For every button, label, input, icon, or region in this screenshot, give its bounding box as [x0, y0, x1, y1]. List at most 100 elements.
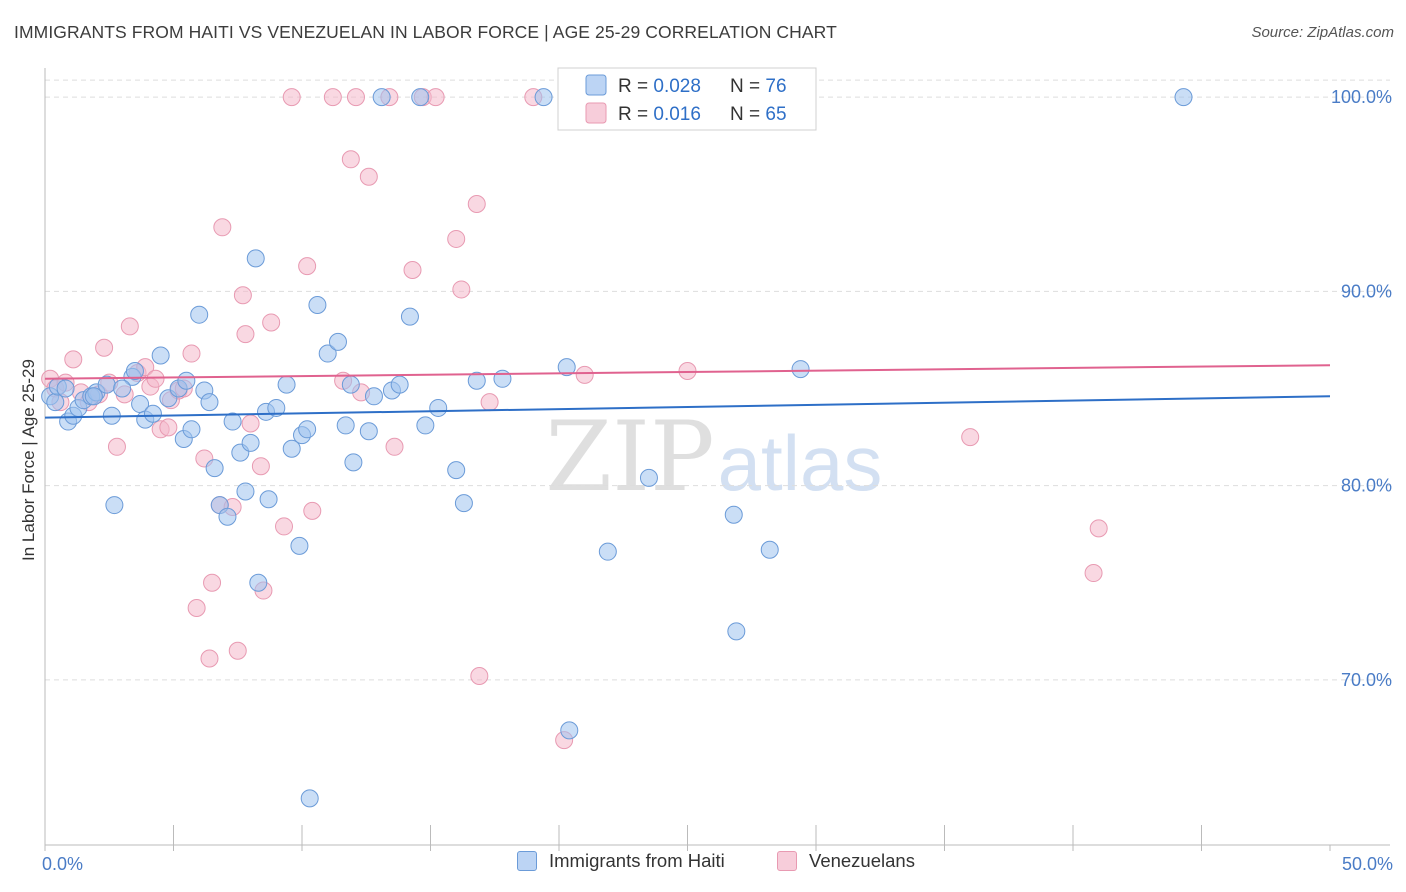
- haiti-trend-line: [44, 395, 1331, 419]
- venezuelans-swatch: [777, 851, 797, 871]
- legend-swatch-haiti: [585, 74, 607, 96]
- haiti-point: [598, 542, 617, 561]
- venezuelans-point: [359, 167, 378, 186]
- venezuelans-point: [447, 229, 466, 248]
- haiti-point: [182, 420, 201, 439]
- venezuelans-point: [159, 418, 178, 437]
- haiti-point: [364, 387, 383, 406]
- haiti-point: [308, 295, 327, 314]
- venezuelans-point: [1089, 519, 1108, 538]
- venezuelans-point: [200, 649, 219, 668]
- venezuelans-point: [241, 414, 260, 433]
- venezuelans-point: [452, 280, 471, 299]
- haiti-point: [557, 358, 576, 377]
- haiti-points: [41, 88, 1193, 808]
- venezuelans-point: [146, 369, 165, 388]
- venezuelans-point: [64, 350, 83, 369]
- haiti-point: [143, 404, 162, 423]
- y-tick-label: 80.0%: [1341, 476, 1392, 496]
- haiti-point: [177, 371, 196, 390]
- venezuelans-point: [262, 313, 281, 332]
- haiti-point: [534, 88, 553, 107]
- venezuelans-point: [426, 88, 445, 107]
- legend-r-value-venezuelans: 0.016: [653, 104, 701, 125]
- haiti-point: [447, 461, 466, 480]
- haiti-point: [467, 371, 486, 390]
- legend-swatch-venezuelans: [585, 102, 607, 124]
- venezuelans-point: [467, 194, 486, 213]
- haiti-point: [344, 453, 363, 472]
- chart-title: IMMIGRANTS FROM HAITI VS VENEZUELAN IN L…: [14, 22, 837, 42]
- y-tick-label: 100.0%: [1331, 87, 1392, 107]
- x-tick-labels: 0.0% 50.0%: [42, 854, 1393, 874]
- haiti-point: [429, 398, 448, 417]
- haiti-point: [318, 344, 337, 363]
- x-tick-label-min: 0.0%: [42, 854, 83, 874]
- venezuelans-point: [323, 88, 342, 107]
- haiti-swatch: [517, 851, 537, 871]
- haiti-point: [372, 88, 391, 107]
- haiti-point: [84, 387, 103, 406]
- venezuelans-point: [385, 437, 404, 456]
- venezuelans-point: [470, 667, 489, 686]
- venezuelans-point: [403, 261, 422, 280]
- haiti-point: [241, 433, 260, 452]
- haiti-point: [105, 496, 124, 515]
- haiti-point: [246, 249, 265, 268]
- haiti-point: [639, 468, 658, 487]
- venezuelans-point: [575, 365, 594, 384]
- venezuelans-point: [95, 338, 114, 357]
- venezuelans-point: [236, 325, 255, 344]
- bottom-legend-label-venezuelans: Venezuelans: [809, 850, 915, 871]
- y-tick-labels: 70.0% 80.0% 90.0% 100.0%: [1331, 87, 1392, 690]
- venezuelans-point: [961, 428, 980, 447]
- venezuelans-point: [298, 257, 317, 276]
- watermark-zip: ZIP: [545, 401, 714, 513]
- venezuelans-point: [233, 286, 252, 305]
- haiti-point: [249, 573, 268, 592]
- venezuelans-point: [275, 517, 294, 536]
- axes: [44, 68, 1390, 851]
- venezuelans-point: [346, 88, 365, 107]
- haiti-point: [760, 540, 779, 559]
- haiti-point: [493, 369, 512, 388]
- watermark-atlas: atlas: [718, 419, 883, 507]
- haiti-point: [727, 622, 746, 641]
- haiti-point: [300, 789, 319, 808]
- x-tick-label-max: 50.0%: [1342, 854, 1393, 874]
- haiti-point: [411, 88, 430, 107]
- venezuelans-point: [203, 573, 222, 592]
- legend-n-label-haiti: N =: [730, 76, 765, 97]
- legend-n-label-venezuelans: N =: [730, 104, 765, 125]
- legend-r-value-haiti: 0.028: [653, 76, 701, 97]
- venezuelans-point: [120, 317, 139, 336]
- bottom-legend: Immigrants from Haiti Venezuelans: [0, 850, 1406, 880]
- venezuelans-point: [303, 501, 322, 520]
- haiti-point: [328, 332, 347, 351]
- haiti-point: [200, 393, 219, 412]
- bottom-legend-item-venezuelans: Venezuelans: [777, 850, 915, 872]
- legend-r-label-haiti: R =: [618, 76, 653, 97]
- venezuelans-point: [282, 88, 301, 107]
- venezuelans-point: [1084, 564, 1103, 583]
- haiti-point: [454, 494, 473, 513]
- haiti-point: [125, 362, 144, 381]
- haiti-point: [236, 482, 255, 501]
- venezuelans-point: [182, 344, 201, 363]
- haiti-point: [205, 459, 224, 478]
- haiti-point: [277, 375, 296, 394]
- haiti-point: [259, 490, 278, 509]
- haiti-point: [290, 536, 309, 555]
- bottom-legend-item-haiti: Immigrants from Haiti: [517, 850, 725, 872]
- legend-n-value-haiti: 76: [765, 76, 786, 97]
- svg-text:N = 65: N = 65: [730, 104, 787, 125]
- haiti-point: [560, 721, 579, 740]
- haiti-point: [267, 398, 286, 417]
- legend-r-label-venezuelans: R =: [618, 104, 653, 125]
- bottom-legend-label-haiti: Immigrants from Haiti: [549, 850, 725, 871]
- y-tick-label: 70.0%: [1341, 670, 1392, 690]
- stats-legend: R = 0.028 N = 76 R = 0.016 N = 65: [557, 67, 817, 131]
- venezuelans-point: [341, 150, 360, 169]
- watermark: ZIP atlas: [545, 401, 882, 513]
